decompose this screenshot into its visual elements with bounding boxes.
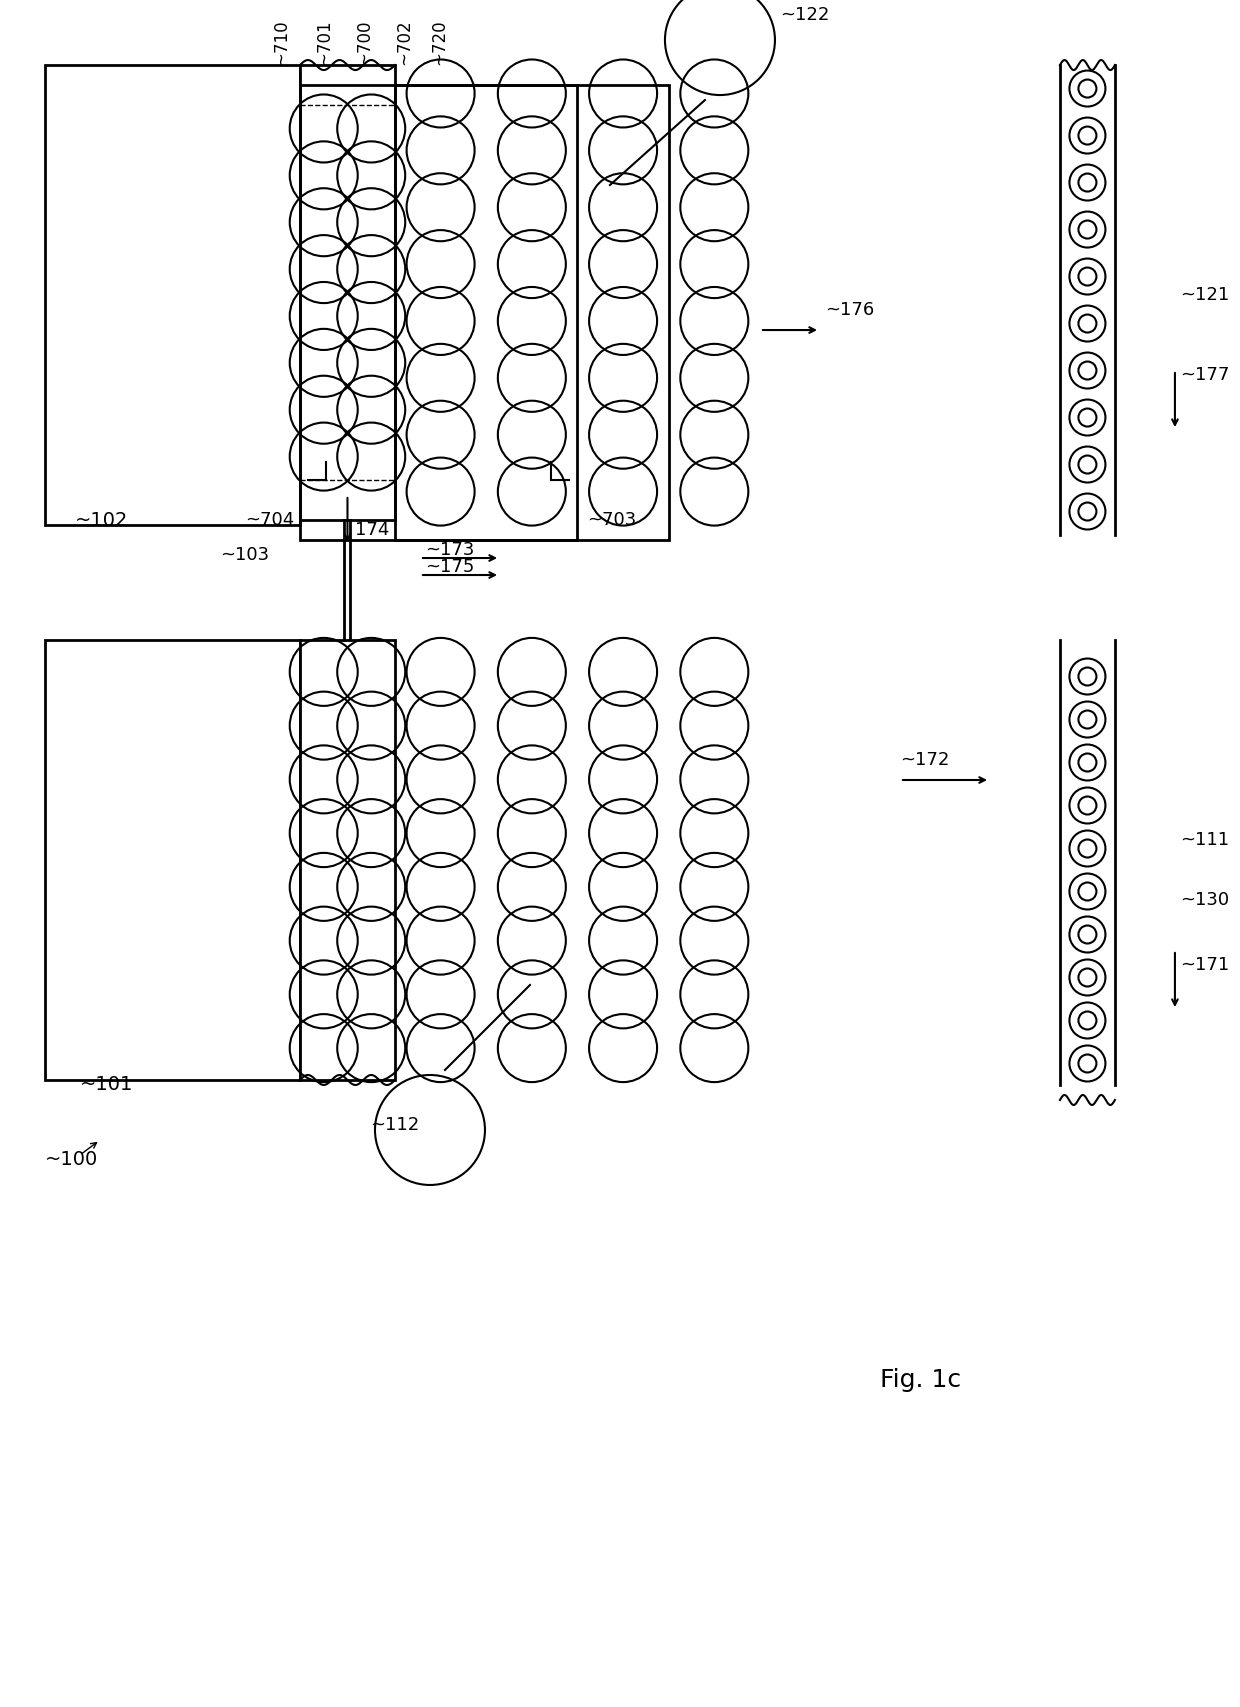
Text: ~175: ~175	[425, 558, 475, 575]
Text: ~700: ~700	[355, 19, 373, 65]
Text: 174: 174	[356, 521, 389, 539]
Text: ~103: ~103	[219, 546, 269, 563]
Text: ~703: ~703	[588, 510, 636, 529]
Text: ~121: ~121	[1180, 287, 1229, 304]
Text: ~702: ~702	[396, 19, 413, 65]
Text: ~130: ~130	[1180, 891, 1229, 910]
Text: Fig. 1c: Fig. 1c	[880, 1367, 961, 1391]
Bar	[300, 65, 396, 521]
Text: ~173: ~173	[425, 541, 475, 558]
Text: ~100: ~100	[45, 1151, 98, 1169]
Text: ~101: ~101	[81, 1075, 134, 1094]
Text: ~171: ~171	[1180, 956, 1229, 975]
Text: ~177: ~177	[1180, 365, 1229, 384]
Bar	[396, 85, 668, 539]
Bar	[300, 85, 578, 539]
Text: ~112: ~112	[370, 1116, 419, 1133]
Text: ~704: ~704	[246, 510, 294, 529]
Text: ~176: ~176	[825, 300, 874, 319]
Text: ~102: ~102	[74, 510, 129, 529]
Bar	[45, 640, 300, 1081]
Text: ~122: ~122	[780, 7, 830, 24]
Text: ~172: ~172	[900, 751, 950, 770]
Text: ~111: ~111	[1180, 831, 1229, 848]
Bar	[45, 65, 300, 526]
Text: ~710: ~710	[272, 19, 290, 65]
Text: ~720: ~720	[430, 19, 448, 65]
Bar	[300, 640, 396, 1081]
Text: ~701: ~701	[315, 19, 334, 65]
